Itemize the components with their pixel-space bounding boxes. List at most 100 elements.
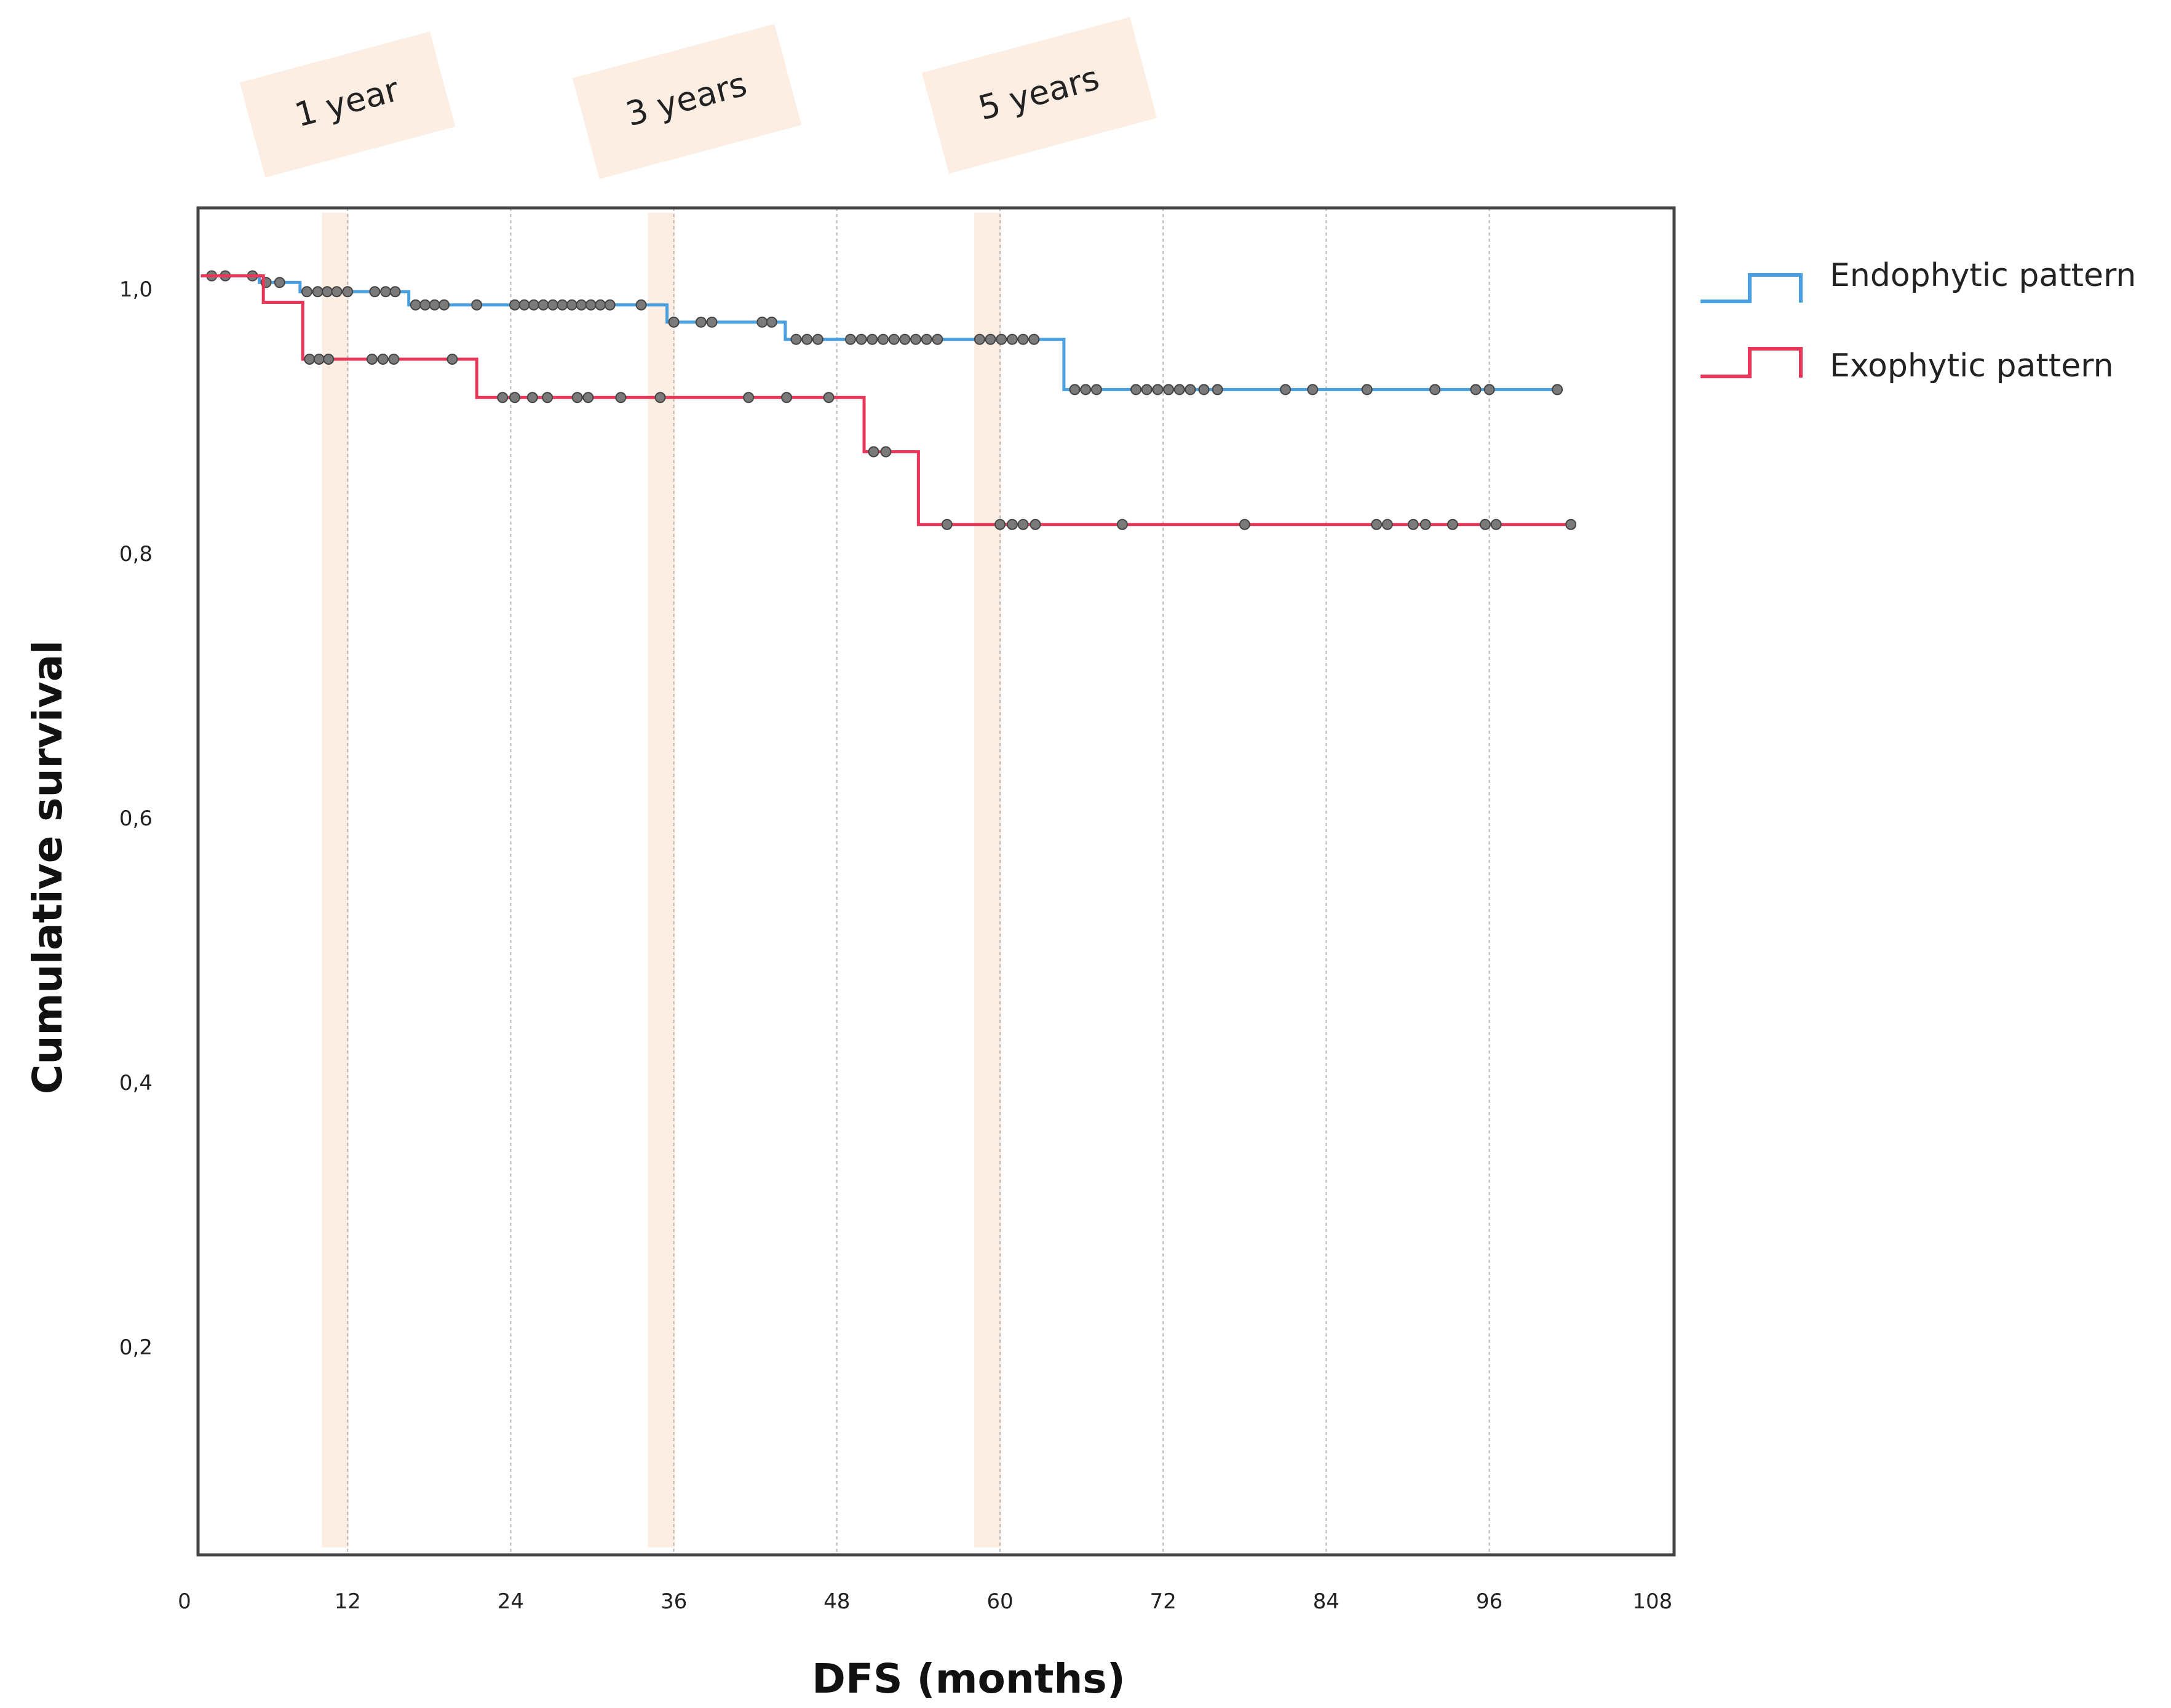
censor-mark <box>547 299 558 311</box>
censor-mark <box>844 333 856 345</box>
censor-mark <box>1307 384 1319 395</box>
censor-mark <box>410 299 421 311</box>
censor-mark <box>1447 518 1458 530</box>
censor-mark <box>615 392 627 403</box>
censor-mark <box>528 299 539 311</box>
legend-swatch-endophytic <box>1701 273 1803 303</box>
censor-mark <box>1490 518 1502 530</box>
censor-mark <box>867 333 878 345</box>
censor-mark <box>994 518 1006 530</box>
censor-mark <box>388 353 400 365</box>
x-axis-ticks: 0 12 24 36 48 60 72 84 96 108 <box>178 1589 1672 1614</box>
censor-mark <box>668 316 680 328</box>
censor-mark <box>888 333 900 345</box>
censor-mark <box>1006 518 1018 530</box>
x-tick-label: 60 <box>986 1589 1013 1614</box>
censor-mark <box>471 299 483 311</box>
x-tick-label: 108 <box>1632 1589 1672 1614</box>
censor-mark <box>1130 384 1141 395</box>
censor-mark <box>985 333 996 345</box>
censor-mark <box>899 333 911 345</box>
milestone-labels: 1 year 3 years 5 years <box>239 17 1157 180</box>
censor-mark <box>526 392 538 403</box>
censor-mark <box>756 316 768 328</box>
censor-mark <box>932 333 943 345</box>
censor-mark <box>1280 384 1292 395</box>
censor-mark <box>880 446 892 458</box>
vertical-gridlines <box>347 208 1490 1555</box>
censor-mark <box>518 299 530 311</box>
censor-mark <box>566 299 577 311</box>
censor-mark <box>557 299 568 311</box>
censor-mark <box>377 353 389 365</box>
censor-mark <box>1028 333 1040 345</box>
censor-mark <box>585 299 597 311</box>
x-tick-label: 0 <box>178 1589 191 1614</box>
censor-mark <box>369 286 381 298</box>
censor-mark <box>1239 518 1250 530</box>
censor-mark <box>542 392 554 403</box>
censor-mark <box>274 277 285 288</box>
censor-mark <box>941 518 953 530</box>
legend-item-exophytic: Exophytic pattern <box>1701 347 2114 384</box>
censor-mark <box>1152 384 1164 395</box>
series-layer <box>200 270 1577 530</box>
km-step-line <box>200 274 1558 391</box>
censor-mark <box>996 333 1007 345</box>
censor-mark <box>1030 518 1041 530</box>
y-axis-title: Cumulative survival <box>24 640 71 1094</box>
censor-mark <box>1479 518 1491 530</box>
series-1 <box>200 274 1577 530</box>
censor-mark <box>604 299 616 311</box>
censor-mark <box>868 446 879 458</box>
legend-item-endophytic: Endophytic pattern <box>1701 257 2136 303</box>
censor-mark <box>497 392 509 403</box>
censor-mark <box>439 299 450 311</box>
censor-mark <box>1552 384 1563 395</box>
censor-mark <box>366 353 378 365</box>
x-tick-label: 96 <box>1476 1589 1502 1614</box>
censor-mark <box>921 333 932 345</box>
x-tick-label: 12 <box>335 1589 361 1614</box>
censor-mark <box>571 392 583 403</box>
censor-mark <box>1173 384 1185 395</box>
censor-mark <box>447 353 458 365</box>
milestone-band-0 <box>322 213 349 1547</box>
x-axis-title: DFS (months) <box>812 1655 1125 1702</box>
x-tick-label: 84 <box>1313 1589 1340 1614</box>
plot-frame <box>196 206 1676 1557</box>
censor-mark <box>1565 518 1577 530</box>
censor-mark <box>790 333 802 345</box>
y-axis-ticks: 0,2 0,4 0,6 0,8 1,0 <box>119 277 153 1360</box>
censor-mark <box>1006 333 1018 345</box>
censor-mark <box>312 286 323 298</box>
censor-mark <box>1090 384 1102 395</box>
censor-mark <box>823 392 835 403</box>
censor-mark <box>1163 384 1175 395</box>
censor-mark <box>538 299 549 311</box>
milestone-5-years: 5 years <box>921 17 1157 174</box>
censor-mark <box>1017 518 1029 530</box>
censor-mark <box>1141 384 1153 395</box>
censor-mark <box>1381 518 1393 530</box>
y-tick-label: 0,8 <box>119 542 153 566</box>
censor-mark <box>323 353 335 365</box>
y-tick-label: 0,6 <box>119 806 153 831</box>
censor-mark <box>781 392 793 403</box>
censor-mark <box>322 286 333 298</box>
milestone-band-2 <box>974 213 1001 1547</box>
censor-mark <box>419 299 431 311</box>
censor-mark <box>1198 384 1210 395</box>
legend-label-exophytic: Exophytic pattern <box>1830 348 2114 384</box>
censor-mark <box>1212 384 1223 395</box>
censor-mark <box>313 353 325 365</box>
censor-mark <box>582 392 594 403</box>
censor-mark <box>706 316 718 328</box>
censor-mark <box>1371 518 1383 530</box>
censor-mark <box>801 333 813 345</box>
censor-mark <box>743 392 755 403</box>
censor-mark <box>635 299 647 311</box>
censor-mark <box>695 316 707 328</box>
x-tick-label: 24 <box>498 1589 524 1614</box>
